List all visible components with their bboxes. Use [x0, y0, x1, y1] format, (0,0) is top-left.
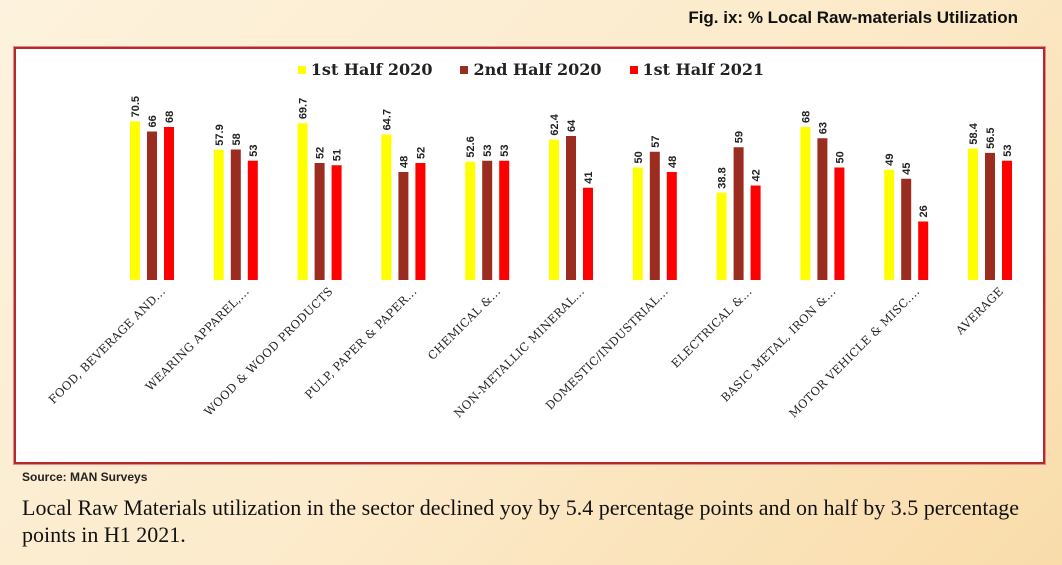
data-label: 53 — [1002, 145, 1014, 157]
figure-title: Fig. ix: % Local Raw-materials Utilizati… — [688, 8, 1018, 27]
data-label: 52.6 — [465, 136, 477, 157]
legend-swatch-h1-2021 — [629, 65, 638, 74]
legend-label-h1-2020: 1st Half 2020 — [310, 60, 433, 79]
data-label: 68 — [164, 111, 176, 123]
bar — [499, 160, 510, 280]
bar — [583, 187, 593, 280]
bar — [1002, 160, 1012, 280]
chart-frame — [14, 47, 1045, 464]
data-label: 58 — [231, 133, 243, 145]
bar — [297, 123, 308, 280]
bar — [750, 185, 761, 280]
bar — [230, 149, 241, 280]
data-label: 53 — [482, 145, 494, 157]
bar — [649, 151, 660, 280]
category-label: NON-METALLIC MINERAL... — [451, 284, 587, 420]
chart-legend: 1st Half 2020 2nd Half 2020 1st Half 202… — [0, 60, 1062, 79]
data-label: 64 — [566, 119, 578, 132]
bar — [314, 163, 325, 280]
data-label: 57 — [650, 136, 662, 148]
bar — [331, 165, 342, 280]
legend-label-h1-2021: 1st Half 2021 — [642, 60, 765, 79]
bar — [549, 139, 559, 280]
bar — [465, 161, 476, 280]
bar — [415, 163, 426, 280]
data-label: 48 — [398, 156, 410, 168]
bar — [716, 192, 727, 280]
bar — [918, 221, 929, 280]
bar — [817, 138, 828, 280]
data-label: 48 — [667, 156, 679, 168]
bar — [733, 147, 744, 280]
data-label: 41 — [583, 172, 595, 184]
bar — [666, 172, 677, 280]
bar — [800, 127, 811, 280]
data-label: 59 — [734, 131, 746, 143]
bar — [985, 152, 995, 280]
bar — [247, 160, 258, 280]
data-label: 69.7 — [298, 98, 310, 119]
category-label: AVERAGE — [952, 284, 1006, 338]
legend-item-h1-2021: 1st Half 2021 — [629, 60, 765, 79]
data-label: 64.7 — [381, 109, 393, 130]
legend-swatch-h1-2020 — [297, 65, 306, 74]
category-label: ELECTRICAL &... — [668, 284, 754, 370]
bar — [968, 148, 978, 280]
bar — [213, 149, 224, 280]
caption-text: Local Raw Materials utilization in the s… — [22, 495, 1020, 547]
data-label: 50 — [633, 151, 645, 163]
data-label: 53 — [499, 145, 511, 157]
data-label: 26 — [918, 205, 930, 217]
data-label: 56.5 — [985, 127, 997, 148]
data-label: 70.5 — [130, 96, 142, 117]
data-label: 66 — [147, 115, 159, 127]
data-label: 52 — [315, 147, 327, 159]
bar — [632, 167, 643, 280]
data-label: 63 — [817, 122, 829, 134]
bar — [884, 169, 895, 280]
legend-label-h2-2020: 2nd Half 2020 — [473, 60, 602, 79]
data-label: 49 — [884, 154, 896, 166]
bar — [482, 160, 493, 280]
data-label: 38.8 — [717, 167, 729, 188]
data-label: 45 — [901, 163, 913, 175]
bar — [130, 121, 140, 280]
bar — [381, 134, 392, 280]
data-label: 50 — [834, 151, 846, 163]
data-label: 68 — [800, 111, 812, 123]
legend-item-h2-2020: 2nd Half 2020 — [460, 60, 602, 79]
bar — [164, 127, 174, 280]
bar — [834, 167, 845, 280]
legend-item-h1-2020: 1st Half 2020 — [297, 60, 433, 79]
data-label: 62.4 — [549, 113, 561, 135]
bar — [398, 172, 409, 280]
category-label: CHEMICAL &... — [425, 284, 504, 363]
legend-swatch-h2-2020 — [460, 65, 469, 74]
source-note: Source: MAN Surveys — [22, 470, 148, 484]
data-label: 42 — [751, 169, 763, 181]
data-label: 51 — [332, 149, 344, 161]
category-label: MOTOR VEHICLE & MISC.... — [786, 284, 922, 420]
bar — [566, 136, 576, 280]
data-label: 53 — [248, 145, 260, 157]
data-label: 52 — [415, 147, 427, 159]
data-label: 57.9 — [214, 124, 226, 145]
bar — [147, 131, 157, 280]
data-label: 58.4 — [968, 122, 980, 144]
bar — [901, 178, 912, 280]
